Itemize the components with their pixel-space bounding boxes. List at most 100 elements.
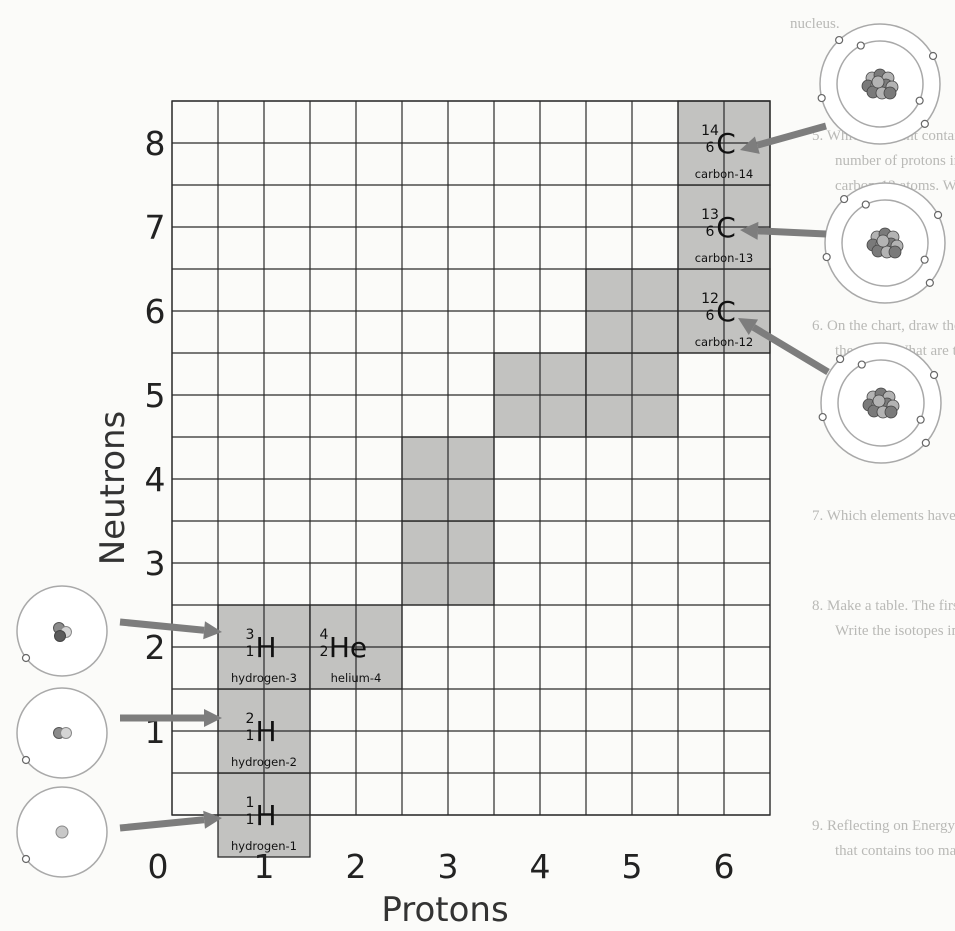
arrow xyxy=(740,122,827,154)
arrow-shaft xyxy=(119,816,205,832)
x-tick-label: 3 xyxy=(438,847,459,886)
x-axis-title: Protons xyxy=(381,890,508,930)
y-tick-label: 7 xyxy=(145,208,166,247)
carbon-atom-model xyxy=(817,23,941,145)
pointer-arrows xyxy=(119,122,830,832)
x-tick-label: 0 xyxy=(148,847,169,886)
isotope-name: carbon-13 xyxy=(695,251,754,265)
arrow xyxy=(120,709,222,727)
y-tick-label: 5 xyxy=(145,376,166,415)
proton xyxy=(55,825,69,839)
isotope-atomic-number: 6 xyxy=(706,140,715,156)
arrow-head xyxy=(203,810,222,829)
electron xyxy=(861,200,870,209)
arrow-head xyxy=(738,318,759,335)
isotope-name: carbon-12 xyxy=(695,335,754,349)
inner-orbit xyxy=(836,40,924,128)
neutron xyxy=(883,86,897,100)
isotope-name: helium-4 xyxy=(331,671,382,685)
y-tick-label: 8 xyxy=(145,124,166,163)
arrow xyxy=(119,618,222,640)
electron xyxy=(915,96,924,105)
isotope-mass-number: 4 xyxy=(320,627,329,643)
electron xyxy=(928,51,938,61)
electron xyxy=(916,415,925,424)
y-tick-label: 4 xyxy=(145,460,166,499)
arrow-head xyxy=(203,621,222,640)
arrow-shaft xyxy=(757,227,827,238)
neutron xyxy=(60,727,72,739)
chart-grid xyxy=(171,100,771,816)
y-axis-title: Neutrons xyxy=(93,411,133,566)
isotope-name: hydrogen-3 xyxy=(231,671,297,685)
arrow-shaft xyxy=(751,324,830,376)
isotope-mass-number: 13 xyxy=(701,207,719,223)
isotope-name: carbon-14 xyxy=(695,167,754,181)
background-text-line: 6. On the chart, draw the isotopes of ca… xyxy=(812,318,955,334)
electron xyxy=(921,438,930,447)
electron xyxy=(21,755,31,765)
arrow-head xyxy=(740,136,760,154)
isotope-mass-number: 1 xyxy=(246,795,255,811)
y-tick-label: 6 xyxy=(145,292,166,331)
background-text-line: number of protons in the nucleus. Carbon… xyxy=(835,153,955,169)
isotope-name: hydrogen-2 xyxy=(231,755,297,769)
background-text-line: 7. Which elements have isotopes in the c… xyxy=(812,508,955,524)
hydrogen-atom-model xyxy=(16,585,108,677)
isotope-name: hydrogen-1 xyxy=(231,839,297,853)
electron xyxy=(21,653,31,663)
electron xyxy=(920,119,929,128)
isotope-mass-number: 14 xyxy=(701,123,719,139)
isotope-symbol: C xyxy=(716,211,736,244)
electron xyxy=(857,360,866,369)
inner-orbit xyxy=(837,359,925,447)
isotope-mass-number: 2 xyxy=(246,711,255,727)
inner-orbit xyxy=(841,199,929,287)
electron xyxy=(835,35,844,45)
isotope-atomic-number: 1 xyxy=(246,812,255,828)
arrow xyxy=(119,810,222,832)
isotope-symbol: He xyxy=(329,631,367,664)
arrow-shaft xyxy=(119,618,205,634)
electron xyxy=(822,252,831,262)
background-text-line: 9. Reflecting on Energy: What do you thi… xyxy=(812,818,955,834)
carbon-atom-model xyxy=(818,342,942,464)
x-tick-label: 1 xyxy=(254,847,275,886)
isotope-mass-number: 3 xyxy=(246,627,255,643)
background-text-line: 8. Make a table. The first column should… xyxy=(812,598,955,614)
grid-frame xyxy=(171,100,771,816)
isotope-symbol: H xyxy=(255,631,276,664)
isotope-symbol: H xyxy=(255,715,276,748)
arrow-head xyxy=(204,709,222,727)
neutron xyxy=(54,630,66,642)
x-tick-label: 4 xyxy=(530,847,551,886)
isotope-atomic-number: 6 xyxy=(706,224,715,240)
isotope-symbol: C xyxy=(716,127,736,160)
hydrogen-atom-model xyxy=(16,786,108,878)
background-text-line: that contains too many neutrons or too f… xyxy=(835,843,955,859)
electron xyxy=(21,854,31,864)
x-tick-label: 5 xyxy=(622,847,643,886)
arrow xyxy=(740,221,827,240)
x-tick-label: 2 xyxy=(346,847,367,886)
y-tick-label: 3 xyxy=(145,544,166,583)
electron xyxy=(817,93,826,103)
electron xyxy=(836,354,845,364)
y-tick-label: 2 xyxy=(145,628,166,667)
isotope-mass-number: 12 xyxy=(701,291,719,307)
isotope-atomic-number: 2 xyxy=(320,644,329,660)
arrow-head xyxy=(740,221,759,240)
arrow xyxy=(738,318,830,376)
x-tick-label: 6 xyxy=(714,847,735,886)
arrow-shaft xyxy=(756,122,827,149)
electron xyxy=(933,210,943,220)
electron xyxy=(856,41,865,50)
isotope-symbol: H xyxy=(255,799,276,832)
electron xyxy=(929,370,939,380)
electron xyxy=(840,194,849,204)
y-tick-label: 1 xyxy=(145,712,166,751)
electron xyxy=(925,278,934,287)
